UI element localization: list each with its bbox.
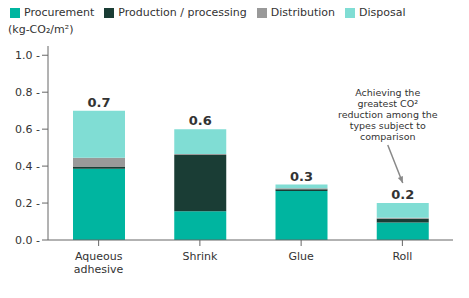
svg-text:0.6: 0.6 xyxy=(189,113,212,128)
svg-text:1.0 -: 1.0 - xyxy=(15,49,40,62)
svg-text:0.0 -: 0.0 - xyxy=(15,234,40,247)
svg-text:0.6 -: 0.6 - xyxy=(15,123,40,136)
svg-text:Aqueousadhesive: Aqueousadhesive xyxy=(74,250,124,276)
svg-text:0.3: 0.3 xyxy=(290,169,313,184)
svg-text:Achieving thegreatest CO²reduc: Achieving thegreatest CO²reduction among… xyxy=(338,87,438,142)
svg-text:0.2: 0.2 xyxy=(391,187,414,202)
svg-text:Glue: Glue xyxy=(288,250,314,263)
svg-text:0.8 -: 0.8 - xyxy=(15,86,40,99)
svg-text:0.4 -: 0.4 - xyxy=(15,160,40,173)
html-text:Procurement: Procurement xyxy=(24,6,95,19)
html-text:Distribution: Distribution xyxy=(270,6,335,19)
html-text:Disposal: Disposal xyxy=(359,6,406,19)
svg-text:Shrink: Shrink xyxy=(182,250,218,263)
svg-text:0.2 -: 0.2 - xyxy=(15,197,40,210)
svg-text:0.7: 0.7 xyxy=(87,95,110,110)
html-text:(kg-CO₂/m²): (kg-CO₂/m²) xyxy=(8,23,74,36)
html-text:Production / processing: Production / processing xyxy=(118,6,247,19)
svg-text:Roll: Roll xyxy=(392,250,412,263)
